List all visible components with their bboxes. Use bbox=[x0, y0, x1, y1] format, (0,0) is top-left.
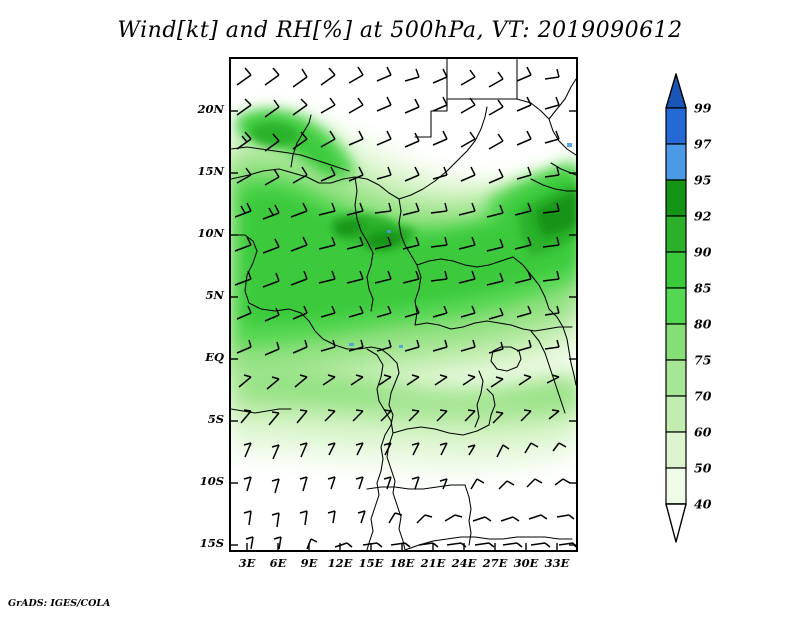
y-axis-tick-label: 10S bbox=[199, 474, 224, 488]
y-axis-tick-label: 5S bbox=[207, 412, 224, 426]
colorbar-tick-label: 90 bbox=[694, 244, 712, 260]
colorbar-tick-label: 80 bbox=[694, 316, 712, 332]
x-axis-tick-label: 6E bbox=[269, 556, 287, 570]
map-graphic bbox=[231, 59, 576, 550]
x-axis-tick-label: 27E bbox=[482, 556, 508, 570]
x-axis-tick-label: 33E bbox=[544, 556, 570, 570]
x-axis-tick-label: 15E bbox=[358, 556, 384, 570]
x-axis-tick-label: 12E bbox=[327, 556, 353, 570]
colorbar-tick-label: 70 bbox=[694, 388, 712, 404]
colorbar-legend: 99 97 95 92 90 85 80 75 70 60 50 40 bbox=[660, 60, 740, 550]
colorbar-tick-label: 75 bbox=[694, 352, 712, 368]
x-axis-tick-label: 3E bbox=[238, 556, 256, 570]
y-axis-tick-label: EQ bbox=[205, 350, 224, 364]
x-axis-tick-label: 9E bbox=[300, 556, 318, 570]
y-axis-tick-label: 15N bbox=[197, 164, 224, 178]
colorbar-under-arrow bbox=[665, 503, 687, 543]
x-axis-tick-label: 24E bbox=[451, 556, 477, 570]
y-axis-tick-label: 15S bbox=[199, 536, 224, 550]
y-axis-labels: 20N 15N 10N 5N EQ 5S 10S 15S bbox=[190, 57, 224, 552]
colorbar-tick-label: 95 bbox=[694, 172, 712, 188]
colorbar-tick-label: 92 bbox=[694, 208, 712, 224]
colorbar-tick-label: 85 bbox=[694, 280, 712, 296]
colorbar-tick-label: 60 bbox=[694, 424, 712, 440]
colorbar-tick-label: 50 bbox=[694, 460, 712, 476]
x-axis-tick-label: 18E bbox=[389, 556, 415, 570]
colorbar-tick-label: 97 bbox=[694, 136, 712, 152]
colorbar-tick-label: 99 bbox=[694, 100, 712, 116]
page-title: Wind[kt] and RH[%] at 500hPa, VT: 201909… bbox=[117, 18, 683, 43]
y-axis-tick-label: 10N bbox=[197, 226, 224, 240]
grads-credit: GrADS: IGES/COLA bbox=[8, 598, 111, 609]
y-axis-tick-label: 5N bbox=[205, 288, 224, 302]
colorbar-over-arrow bbox=[665, 73, 687, 109]
x-axis-tick-label: 21E bbox=[420, 556, 446, 570]
y-axis-tick-label: 20N bbox=[197, 102, 224, 116]
x-axis-tick-label: 30E bbox=[513, 556, 539, 570]
map-plot-area bbox=[229, 57, 578, 552]
colorbar-tick-label: 40 bbox=[694, 496, 712, 512]
x-axis-labels: 3E 6E 9E 12E 15E 18E 21E 24E 27E 30E 33E bbox=[229, 556, 578, 576]
colorbar-graphic bbox=[665, 73, 687, 543]
